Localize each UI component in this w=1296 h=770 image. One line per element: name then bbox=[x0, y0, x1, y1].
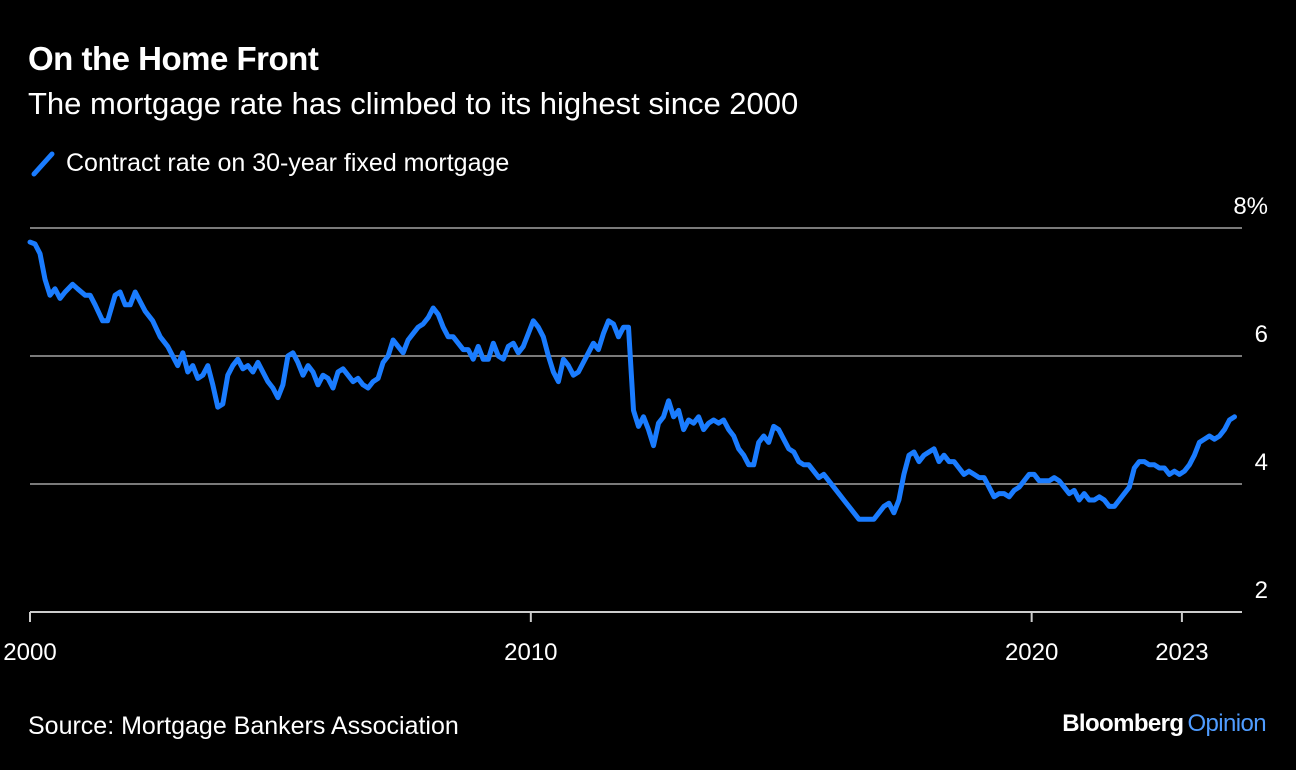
brand-suffix: Opinion bbox=[1187, 710, 1266, 737]
x-tick-label: 2020 bbox=[1005, 639, 1058, 666]
y-axis-labels: 2 4 6 8% bbox=[1233, 193, 1268, 604]
source-note: Source: Mortgage Bankers Association bbox=[28, 712, 459, 740]
chart-subtitle: The mortgage rate has climbed to its hig… bbox=[28, 86, 799, 121]
y-tick-label: 4 bbox=[1255, 449, 1268, 476]
line-chart: 2 4 6 8% 2000 2010 2020 2023 bbox=[3, 193, 1268, 666]
legend-line-icon bbox=[31, 151, 55, 177]
x-tick-label: 2000 bbox=[3, 639, 56, 666]
chart-title: On the Home Front bbox=[28, 40, 319, 77]
series-layer bbox=[27, 239, 1237, 522]
brand-logo: Bloomberg Opinion bbox=[1062, 710, 1266, 738]
y-tick-label: 2 bbox=[1255, 577, 1268, 604]
series-line bbox=[27, 239, 1237, 522]
legend-label: Contract rate on 30-year fixed mortgage bbox=[66, 148, 510, 177]
x-tick-label: 2010 bbox=[504, 639, 557, 666]
y-tick-label: 6 bbox=[1255, 321, 1268, 348]
legend: Contract rate on 30-year fixed mortgage bbox=[28, 148, 509, 178]
x-tick-label: 2023 bbox=[1155, 639, 1208, 666]
x-axis-labels: 2000 2010 2020 2023 bbox=[3, 612, 1209, 666]
brand-name: Bloomberg bbox=[1062, 710, 1184, 737]
y-tick-label: 8% bbox=[1233, 193, 1268, 220]
grid-lines bbox=[30, 227, 1242, 485]
